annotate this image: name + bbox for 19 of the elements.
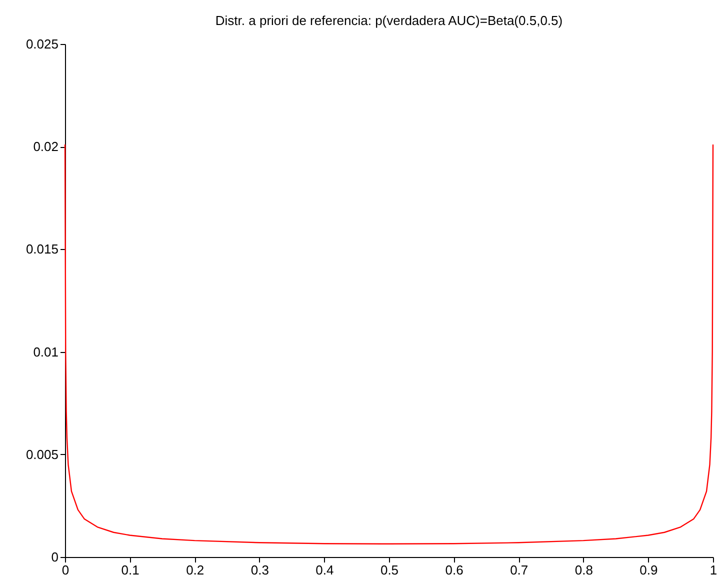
x-tick-label: 0.4 bbox=[316, 562, 334, 578]
chart-title: Distr. a priori de referencia: p(verdadera AUC)=Beta(0.5,0.5) bbox=[215, 13, 563, 28]
x-tick-label: 0.3 bbox=[250, 562, 269, 578]
x-tick-label: 0.7 bbox=[510, 562, 528, 578]
x-tick-label: 0.2 bbox=[186, 562, 204, 578]
x-tick-label: 0.1 bbox=[121, 562, 140, 578]
y-tick-label: 0.015 bbox=[26, 242, 58, 257]
y-tick-label: 0.005 bbox=[26, 446, 58, 462]
x-tick-label: 0.6 bbox=[445, 562, 464, 578]
y-tick-label: 0.025 bbox=[26, 36, 58, 52]
y-tick-label: 0.02 bbox=[33, 139, 58, 154]
x-tick-label: 0.8 bbox=[574, 562, 593, 578]
line-series bbox=[64, 144, 714, 544]
x-tick-label: 0.5 bbox=[380, 562, 399, 578]
y-tick-label: 0.01 bbox=[33, 344, 58, 360]
x-tick-label: 1 bbox=[710, 562, 718, 578]
y-tick-label: 0 bbox=[51, 550, 58, 564]
x-tick-label: 0.9 bbox=[640, 562, 658, 578]
x-tick-label: 0 bbox=[62, 562, 70, 578]
